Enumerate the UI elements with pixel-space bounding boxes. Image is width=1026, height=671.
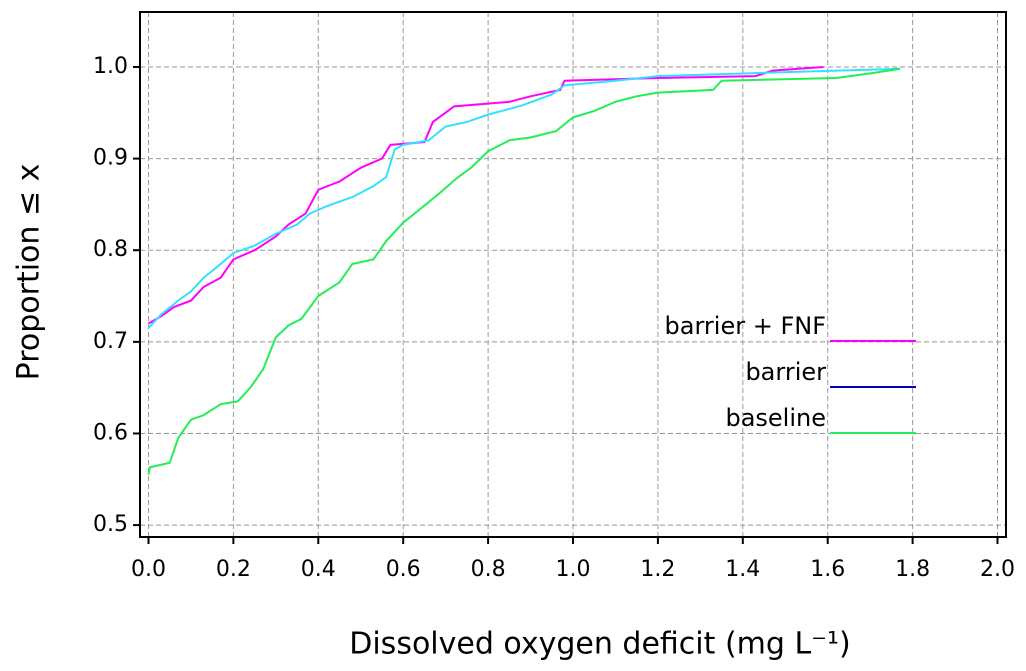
data-line bbox=[147, 67, 900, 329]
x-tick-label: 0.6 bbox=[386, 557, 421, 582]
x-tick-label: 0.0 bbox=[131, 557, 166, 582]
x-tick-label: 0.4 bbox=[301, 557, 336, 582]
legend-label: barrier + FNF bbox=[665, 312, 826, 340]
y-tick-label: 0.7 bbox=[93, 329, 128, 354]
y-tick-label: 0.9 bbox=[93, 146, 128, 171]
y-tick-label: 0.8 bbox=[93, 237, 128, 262]
x-tick-label: 1.4 bbox=[725, 557, 760, 582]
x-tick-label: 1.0 bbox=[556, 557, 591, 582]
x-tick-label: 1.2 bbox=[640, 557, 675, 582]
data-line bbox=[147, 65, 824, 325]
y-tick-label: 0.5 bbox=[93, 512, 128, 537]
data-line bbox=[147, 67, 901, 475]
x-tick-label: 1.6 bbox=[810, 557, 845, 582]
legend-label: baseline bbox=[725, 404, 826, 432]
x-tick-label: 1.8 bbox=[895, 557, 930, 582]
x-tick-label: 2.0 bbox=[980, 557, 1015, 582]
y-tick-label: 1.0 bbox=[93, 54, 128, 79]
legend-label: barrier bbox=[745, 358, 826, 386]
y-tick-label: 0.6 bbox=[93, 420, 128, 445]
plot-frame bbox=[139, 11, 1007, 538]
y-axis-label: Proportion ≤ x bbox=[12, 164, 47, 381]
x-tick-label: 0.8 bbox=[471, 557, 506, 582]
x-axis-label: Dissolved oxygen deficit (mg L⁻¹) bbox=[349, 627, 850, 662]
x-tick-label: 0.2 bbox=[216, 557, 251, 582]
